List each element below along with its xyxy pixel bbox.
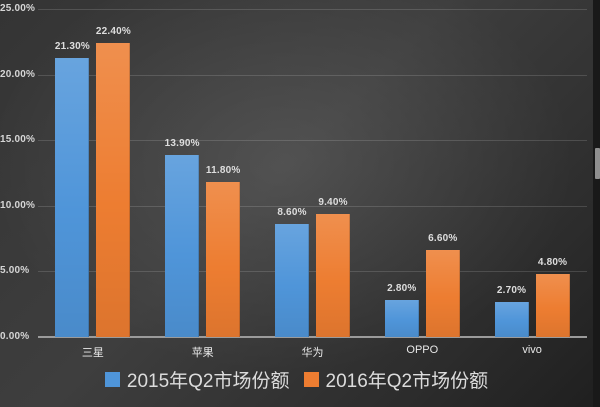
- y-tick-label: 15.00%: [0, 134, 36, 146]
- x-category-label-vivo: vivo: [522, 344, 542, 356]
- bar-2015-苹果[interactable]: [165, 154, 200, 337]
- bar-2015-华为[interactable]: [275, 224, 309, 337]
- data-label: 6.60%: [428, 233, 458, 245]
- y-tick-label: 10.00%: [0, 199, 36, 211]
- legend: 2015年Q2市场份额 2016年Q2市场份额: [0, 361, 593, 397]
- y-tick-label: 20.00%: [0, 68, 36, 80]
- x-category-label-三星: 三星: [81, 347, 104, 359]
- bar-2016-OPPO[interactable]: [425, 250, 460, 337]
- gridline: [38, 140, 587, 142]
- gridline: [38, 205, 587, 207]
- bar-2015-vivo[interactable]: [494, 301, 529, 337]
- bar-2016-三星[interactable]: [96, 43, 131, 337]
- bar-2015-三星[interactable]: [55, 57, 90, 337]
- y-tick-label: 5.00%: [0, 265, 30, 277]
- bar-2016-苹果[interactable]: [206, 182, 241, 337]
- legend-label-2016: 2016年Q2市场份额: [325, 370, 489, 392]
- bar-2016-华为[interactable]: [316, 213, 350, 337]
- bar-2015-OPPO[interactable]: [384, 300, 419, 337]
- legend-item-2016[interactable]: 2016年Q2市场份额: [303, 366, 489, 393]
- scrollbar-track[interactable]: [593, 0, 600, 407]
- scrollbar-thumb[interactable]: [595, 148, 600, 179]
- data-label: 2.80%: [387, 283, 417, 295]
- data-label: 21.30%: [54, 40, 90, 52]
- gridline: [38, 9, 587, 10]
- legend-label-2015: 2015年Q2市场份额: [126, 370, 290, 392]
- bar-2016-vivo[interactable]: [535, 274, 570, 337]
- data-label: 11.80%: [205, 165, 241, 177]
- data-label: 4.80%: [537, 257, 568, 269]
- legend-item-2015[interactable]: 2015年Q2市场份额: [104, 366, 290, 393]
- x-category-label-苹果: 苹果: [191, 347, 214, 359]
- gridline: [38, 271, 587, 273]
- data-label: 13.90%: [164, 137, 200, 149]
- gridline: [38, 74, 587, 76]
- y-tick-label: 25.00%: [0, 3, 36, 14]
- x-category-label-华为: 华为: [301, 347, 324, 359]
- data-label: 9.40%: [318, 196, 348, 208]
- data-label: 2.70%: [496, 284, 527, 296]
- legend-swatch-blue-icon: [104, 371, 120, 387]
- data-label: 22.40%: [95, 26, 131, 38]
- x-category-label-OPPO: OPPO: [406, 344, 439, 356]
- data-label: 8.60%: [277, 207, 307, 219]
- legend-swatch-orange-icon: [303, 371, 319, 387]
- y-tick-label: 0.00%: [0, 331, 30, 342]
- x-axis-line: [38, 336, 587, 338]
